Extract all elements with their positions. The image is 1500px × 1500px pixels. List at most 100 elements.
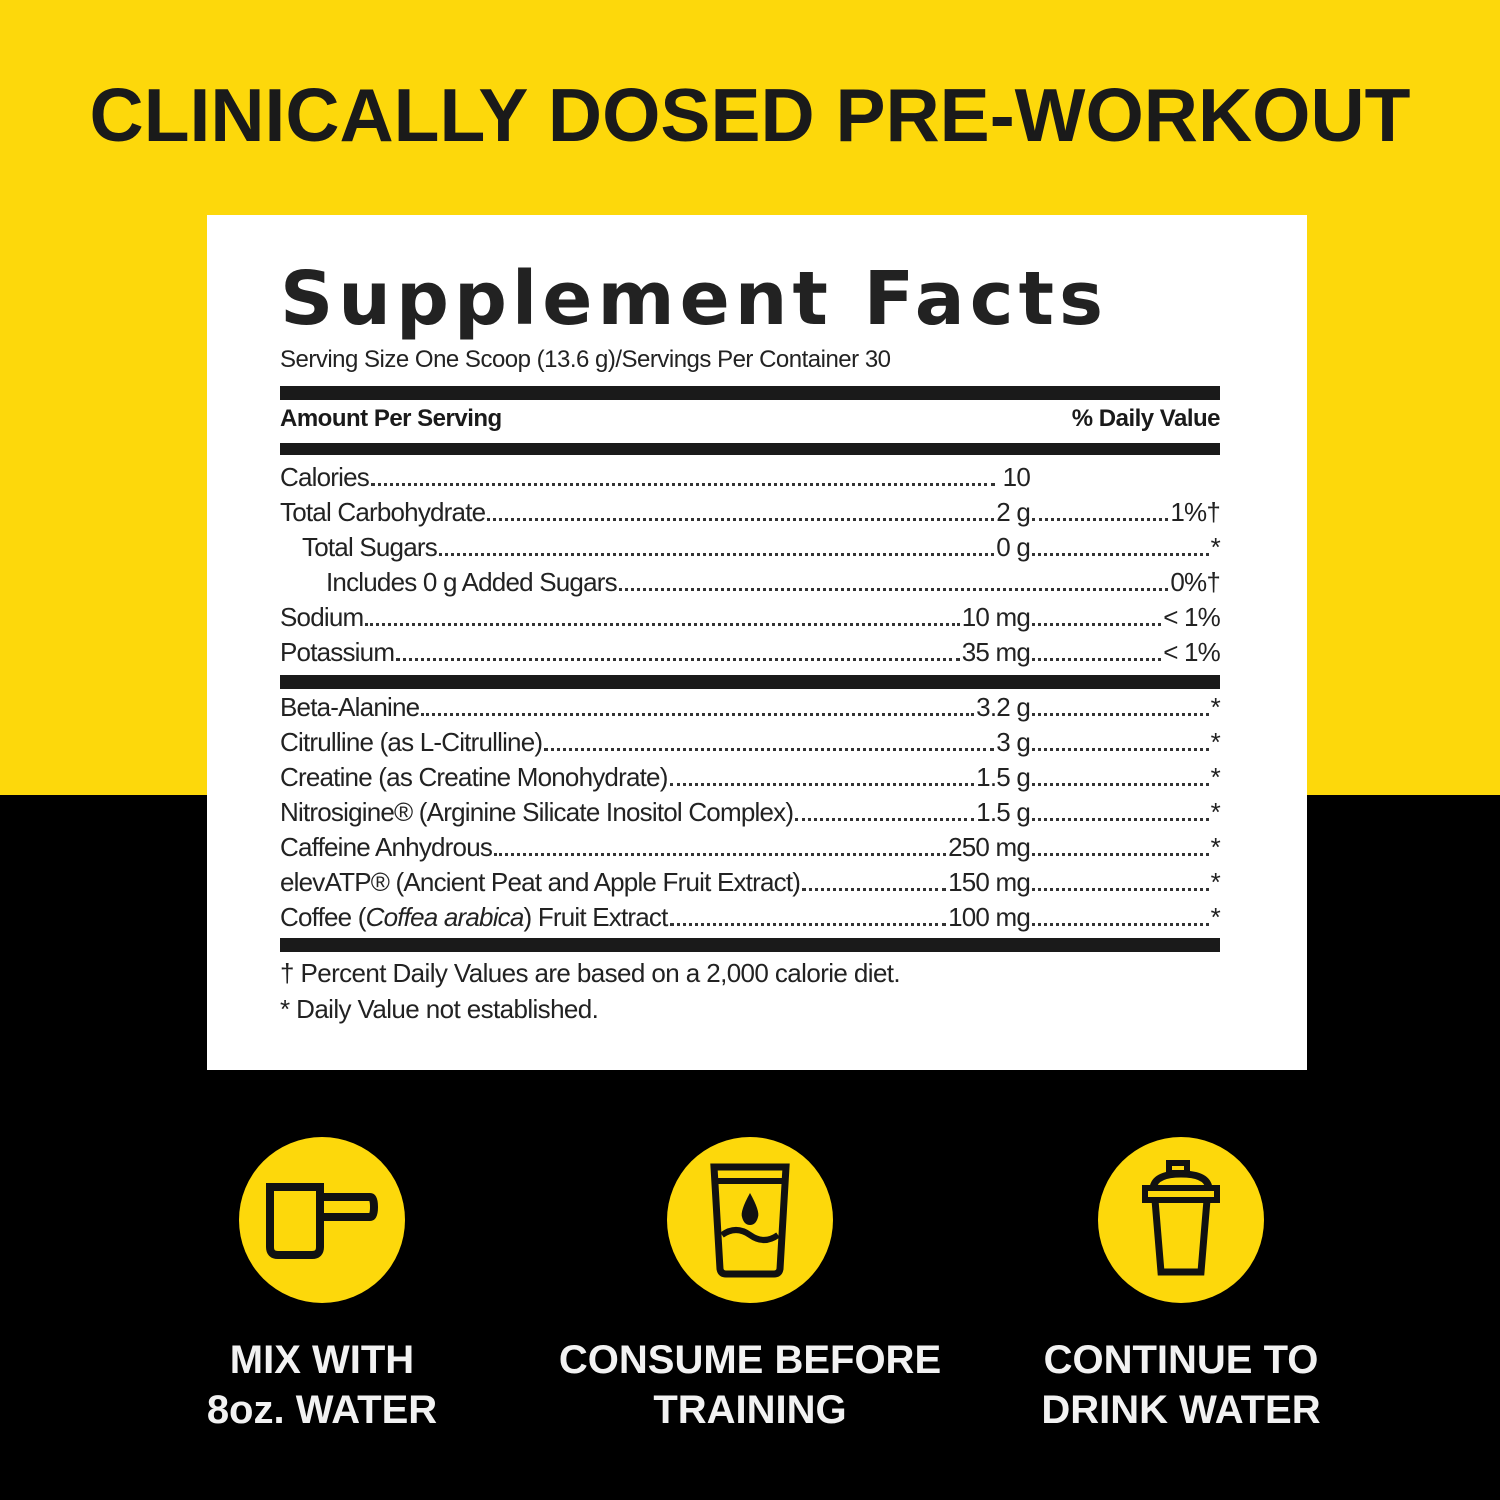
- item-amount: 10: [1002, 462, 1031, 492]
- item-amount: 1.5 g: [976, 797, 1031, 827]
- item-amount: 150 mg: [948, 867, 1031, 897]
- dot-leader: [421, 713, 975, 716]
- step-label-line1: CONTINUE TO: [1043, 1338, 1319, 1382]
- dot-leader: [1032, 658, 1162, 661]
- table-row: Sodium 10 mg < 1%: [280, 600, 1221, 635]
- item-name-prefix: Coffee (: [280, 902, 366, 932]
- item-dv: *: [1210, 692, 1221, 722]
- step-circle: [667, 1137, 833, 1303]
- dot-leader: [1032, 623, 1162, 626]
- dot-leader: [1032, 518, 1169, 521]
- headline-text: CLINICALLY DOSED PRE-WORKOUT: [89, 73, 1411, 157]
- dot-leader: [1032, 783, 1209, 786]
- item-name: Citrulline (as L-Citrulline): [280, 727, 543, 757]
- item-dv: *: [1210, 532, 1221, 562]
- item-dv: *: [1210, 902, 1221, 932]
- amount-column: Calories 10: [280, 460, 1031, 495]
- dv-column: *: [1030, 865, 1221, 900]
- item-amount: 1.5 g: [976, 762, 1031, 792]
- table-row: Nitrosigine® (Arginine Silicate Inositol…: [280, 795, 1221, 830]
- divider: [280, 938, 1220, 952]
- step-circle: [1098, 1137, 1264, 1303]
- dot-leader: [802, 888, 947, 891]
- dot-leader: [494, 853, 947, 856]
- dot-leader: [1032, 888, 1209, 891]
- item-name: Creatine (as Creatine Monohydrate): [280, 762, 668, 792]
- headline: CLINICALLY DOSED PRE-WORKOUT: [0, 70, 1500, 160]
- step-circle: [239, 1137, 405, 1303]
- divider: [280, 675, 1220, 689]
- item-amount: 10 mg: [961, 602, 1031, 632]
- step-label-line2: DRINK WATER: [1041, 1388, 1321, 1432]
- item-name: Calories: [280, 462, 370, 492]
- item-dv: *: [1210, 867, 1221, 897]
- dv-header: % Daily Value: [1071, 405, 1221, 432]
- divider: [280, 386, 1220, 400]
- step-mix: MIX WITH 8oz. WATER: [112, 1137, 532, 1435]
- amount-column: Total Sugars 0 g: [280, 530, 1031, 565]
- item-dv: < 1%: [1163, 637, 1221, 667]
- step-continue: CONTINUE TO DRINK WATER: [971, 1137, 1391, 1435]
- table-row: Caffeine Anhydrous 250 mg *: [280, 830, 1221, 865]
- amount-column: Caffeine Anhydrous 250 mg: [280, 830, 1031, 865]
- item-name: Caffeine Anhydrous: [280, 832, 493, 862]
- amount-column: Potassium 35 mg: [280, 635, 1031, 670]
- footnote-asterisk: * Daily Value not established.: [280, 994, 599, 1024]
- dv-column: *: [1030, 795, 1221, 830]
- item-name: Coffee (Coffea arabica) Fruit Extract: [280, 900, 668, 935]
- water-glass-icon: [710, 1163, 790, 1277]
- dv-column: < 1%: [1030, 635, 1221, 670]
- dv-column: 1%†: [1030, 495, 1221, 530]
- dot-leader: [1032, 553, 1209, 556]
- amount-column: Includes 0 g Added Sugars: [280, 565, 618, 600]
- item-amount: 3 g: [996, 727, 1031, 757]
- shaker-bottle-icon: [1142, 1160, 1220, 1276]
- step-consume: CONSUME BEFORE TRAINING: [540, 1137, 960, 1435]
- dv-column: *: [1030, 900, 1221, 935]
- amount-column: Sodium 10 mg: [280, 600, 1031, 635]
- item-name-italic: Coffea arabica: [365, 902, 525, 932]
- amount-column: Nitrosigine® (Arginine Silicate Inositol…: [280, 795, 1031, 830]
- column-headers: Amount Per Serving % Daily Value: [280, 405, 1221, 433]
- footnotes: † Percent Daily Values are based on a 2,…: [280, 955, 901, 1027]
- item-name-suffix: ) Fruit Extract: [523, 902, 669, 932]
- item-dv: *: [1210, 832, 1221, 862]
- dot-leader: [438, 553, 995, 556]
- divider: [280, 443, 1220, 455]
- item-amount: 0 g: [996, 532, 1031, 562]
- item-amount: 2 g: [996, 497, 1031, 527]
- item-name: Total Carbohydrate: [280, 497, 486, 527]
- item-dv: *: [1210, 762, 1221, 792]
- table-row: elevATP® (Ancient Peat and Apple Fruit E…: [280, 865, 1221, 900]
- table-row: Beta-Alanine 3.2 g *: [280, 690, 1221, 725]
- dot-leader: [1032, 853, 1209, 856]
- item-name: Potassium: [280, 637, 395, 667]
- table-row: Total Sugars 0 g *: [280, 530, 1221, 565]
- dv-column: *: [1030, 725, 1221, 760]
- table-row: Includes 0 g Added Sugars 0%†: [280, 565, 1221, 600]
- item-dv: < 1%: [1163, 602, 1221, 632]
- table-row: Coffee (Coffea arabica) Fruit Extract 100…: [280, 900, 1221, 935]
- amount-column: Citrulline (as L-Citrulline) 3 g: [280, 725, 1031, 760]
- item-dv: *: [1210, 727, 1221, 757]
- amount-column: Beta-Alanine 3.2 g: [280, 690, 1031, 725]
- table-row: Citrulline (as L-Citrulline) 3 g *: [280, 725, 1221, 760]
- scoop-icon: [266, 1183, 379, 1259]
- item-dv: 0%†: [1170, 567, 1220, 597]
- item-amount: 3.2 g: [976, 692, 1031, 722]
- amount-column: Coffee (Coffea arabica) Fruit Extract 100…: [280, 900, 1031, 935]
- item-name: Nitrosigine® (Arginine Silicate Inositol…: [280, 797, 794, 827]
- item-name: Beta-Alanine: [280, 692, 420, 722]
- step-label-line2: 8oz. WATER: [206, 1388, 438, 1432]
- table-row: Creatine (as Creatine Monohydrate) 1.5 g…: [280, 760, 1221, 795]
- item-dv: *: [1210, 797, 1221, 827]
- dv-column: *: [1030, 530, 1221, 565]
- dv-column: *: [1030, 690, 1221, 725]
- step-label-line2: TRAINING: [653, 1388, 847, 1432]
- dot-leader: [487, 518, 995, 521]
- amount-header: Amount Per Serving: [280, 405, 502, 432]
- item-amount: 100 mg: [948, 902, 1031, 932]
- item-name: Includes 0 g Added Sugars: [326, 567, 618, 597]
- supplement-facts-title: Supplement Facts: [280, 256, 1109, 342]
- item-amount: 35 mg: [961, 637, 1031, 667]
